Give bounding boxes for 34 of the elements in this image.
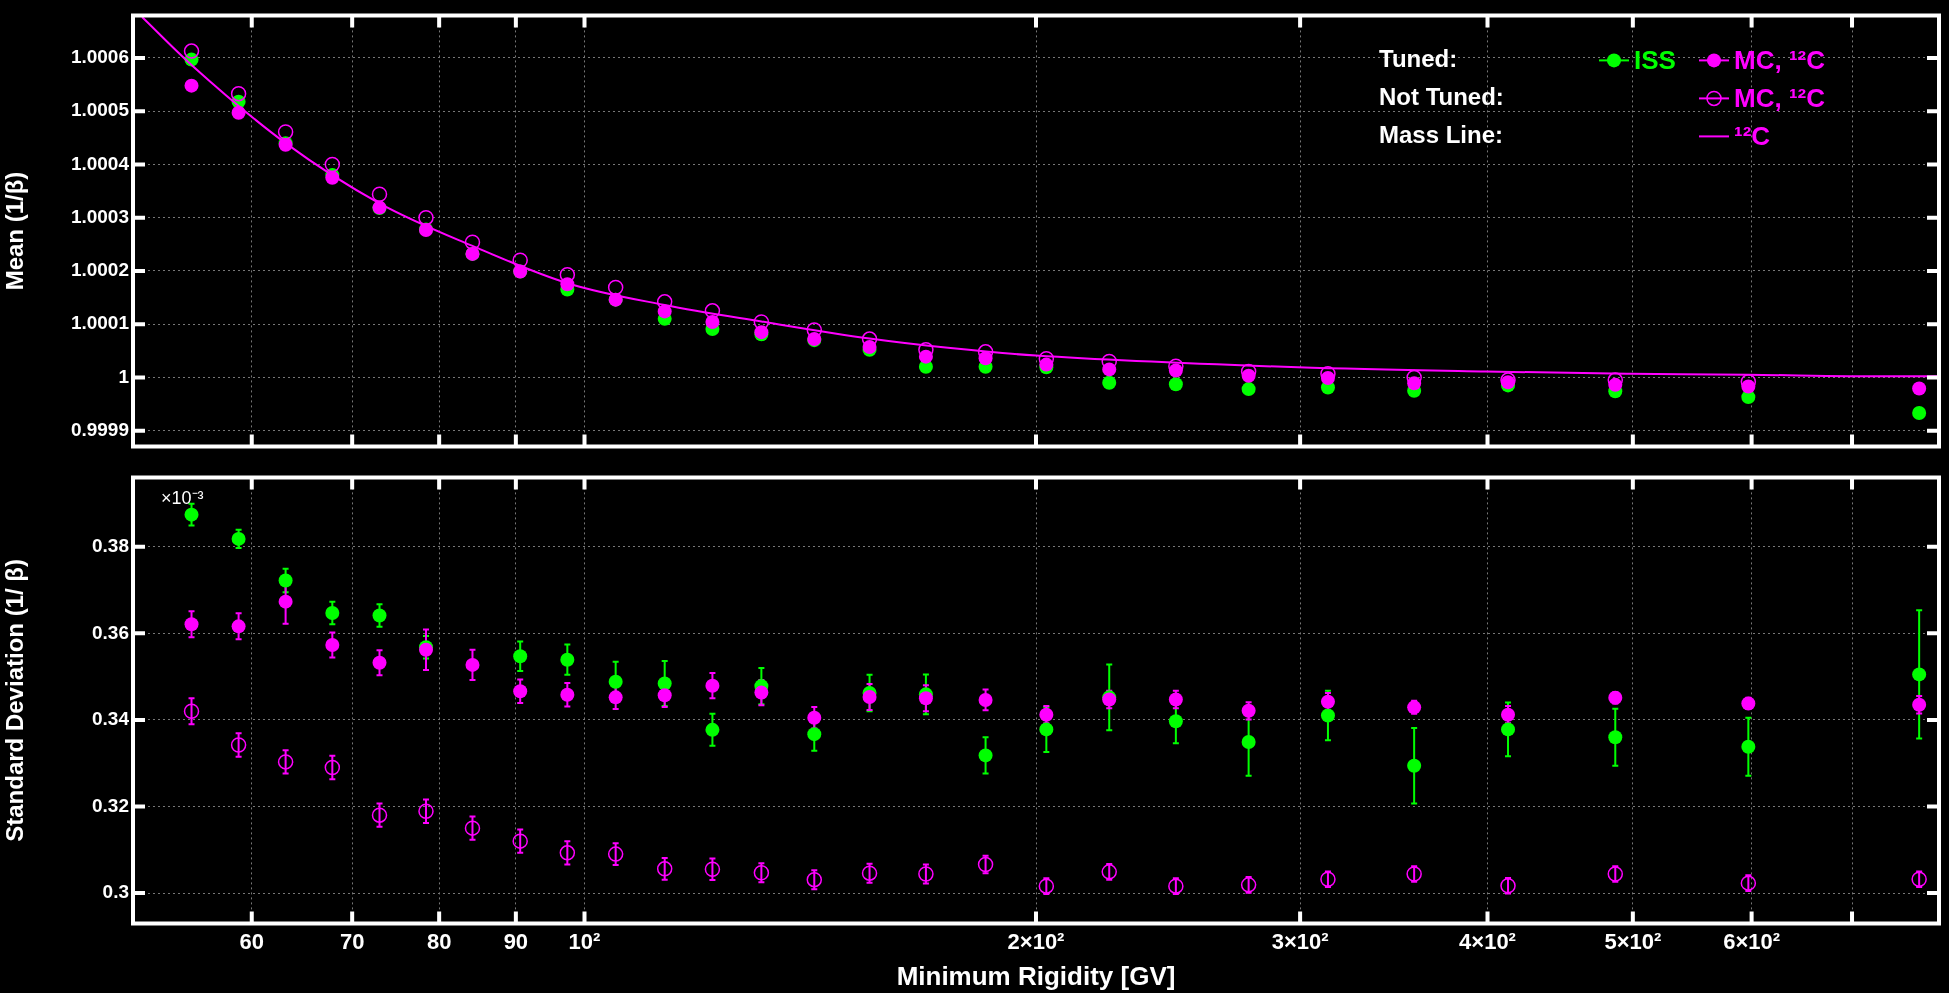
annotation: Tuned: [1379, 45, 1458, 73]
legend-label: MC, ¹²C [1734, 82, 1826, 113]
legend-label: MC, ¹²C [1734, 44, 1826, 75]
y-tick-label: 1 [118, 365, 130, 387]
y-tick-label: 1.0005 [70, 99, 130, 121]
annotation: ×10⁻³ [161, 488, 204, 509]
y-tick-label: 1.0003 [70, 205, 129, 227]
annotation: Mass Line: [1379, 121, 1504, 149]
x-tick-label: 5×10² [1604, 928, 1662, 954]
x-tick-label: 90 [503, 928, 529, 954]
x-tick-label: 80 [426, 928, 452, 954]
y-tick-label: 0.3 [102, 881, 129, 903]
legend-label: ISS [1634, 44, 1676, 75]
legend-label: ¹²C [1734, 120, 1771, 151]
y-tick-label: 0.9999 [70, 418, 129, 440]
y-tick-label: 0.32 [92, 794, 129, 816]
annotation: Not Tuned: [1379, 83, 1504, 111]
y-tick-label: 0.38 [92, 534, 129, 556]
y-tick-label: 0.34 [92, 708, 130, 730]
x-tick-label: 3×10² [1271, 928, 1329, 954]
y-tick-label: 0.36 [92, 621, 129, 643]
x-tick-label: 10² [568, 928, 601, 954]
y-axis-title: Standard Deviation (1/ β) [1, 559, 29, 842]
y-axis-title: Mean (1/β) [1, 171, 29, 291]
x-tick-label: 4×10² [1459, 928, 1516, 954]
x-axis-title: Minimum Rigidity [GV] [896, 960, 1176, 991]
y-tick-label: 1.0006 [70, 46, 129, 68]
y-tick-label: 1.0004 [70, 152, 130, 174]
x-tick-label: 2×10² [1007, 928, 1065, 954]
x-tick-label: 70 [339, 928, 365, 954]
x-tick-label: 60 [239, 928, 264, 954]
x-tick-label: 6×10² [1723, 928, 1781, 954]
y-tick-label: 1.0001 [70, 312, 130, 334]
y-tick-label: 1.0002 [70, 259, 129, 281]
